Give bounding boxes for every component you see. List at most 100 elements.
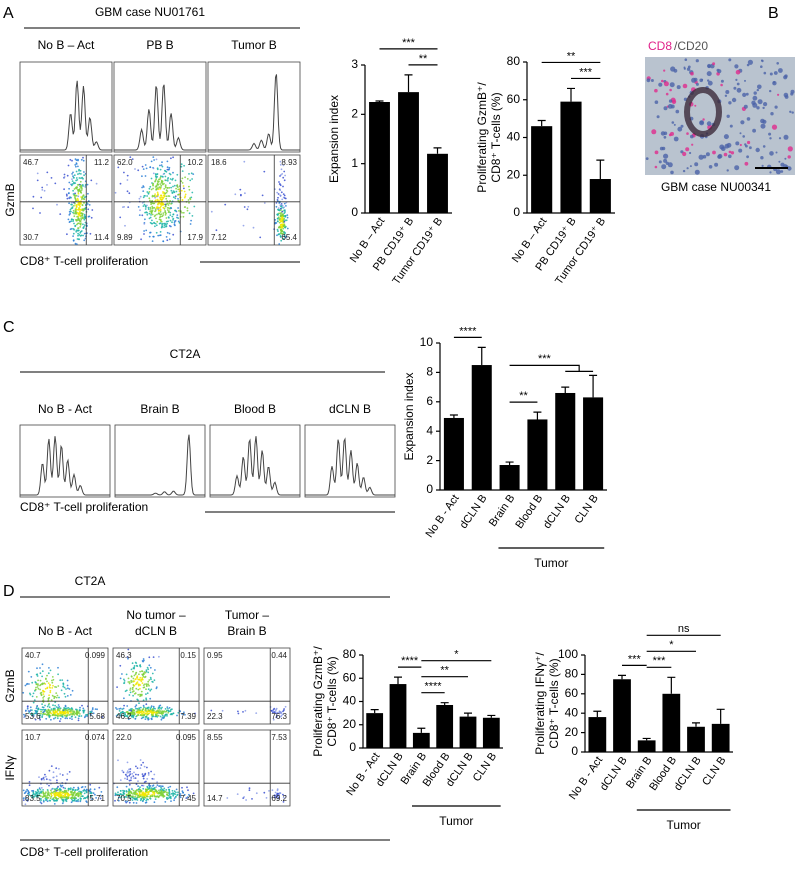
error-bar xyxy=(533,411,542,420)
cell-dot xyxy=(147,710,150,713)
cell-dot xyxy=(84,185,87,188)
cell-dot xyxy=(188,173,190,175)
quadrant-percent: 18.6 xyxy=(211,158,227,167)
cell-dot xyxy=(138,673,140,676)
cell-dot xyxy=(55,706,58,708)
cell-dot xyxy=(280,203,283,205)
nucleus xyxy=(670,170,674,175)
cell-dot xyxy=(39,667,41,669)
cell-dot xyxy=(129,689,132,691)
cell-dot xyxy=(30,712,33,715)
cell-dot xyxy=(41,714,44,716)
histogram-trace xyxy=(20,80,112,151)
nucleus xyxy=(777,93,780,96)
cell-dot xyxy=(242,224,245,227)
cell-dot xyxy=(124,777,126,780)
cell-dot xyxy=(85,789,88,791)
nucleus xyxy=(752,102,758,108)
cell-dot xyxy=(155,174,157,176)
bar xyxy=(412,732,430,748)
cell-dot xyxy=(86,183,89,186)
cell-dot xyxy=(147,193,150,195)
quadrant-percent: 0.074 xyxy=(85,733,106,742)
cell-dot xyxy=(151,795,154,797)
cell-dot xyxy=(61,774,64,776)
cell-dot xyxy=(282,793,284,796)
cell-dot xyxy=(80,177,82,180)
cell-dot xyxy=(77,717,80,720)
cell-dot xyxy=(147,668,150,671)
cell-dot xyxy=(51,687,54,689)
cell-dot xyxy=(168,202,171,205)
cell-dot xyxy=(57,785,59,788)
nucleus xyxy=(776,62,779,65)
cell-dot xyxy=(155,158,158,161)
nucleus xyxy=(690,134,694,139)
cell-dot xyxy=(188,188,191,191)
cell-dot xyxy=(62,682,65,685)
cell-dot xyxy=(142,798,145,801)
y-tick-label: 20 xyxy=(565,725,579,739)
cell-dot xyxy=(55,686,58,688)
cell-dot xyxy=(77,158,79,161)
bar xyxy=(427,153,448,213)
cell-dot xyxy=(145,697,148,700)
cell-dot xyxy=(153,679,156,682)
cell-dot xyxy=(81,184,84,186)
cell-dot xyxy=(46,783,48,785)
error-bar xyxy=(567,87,575,102)
cell-dot xyxy=(77,234,79,237)
cell-dot xyxy=(143,233,145,235)
significance-label: *** xyxy=(653,655,667,667)
nucleus xyxy=(744,161,749,166)
quadrant-percent: 11.4 xyxy=(94,233,110,242)
cell-dot xyxy=(278,794,280,797)
cell-dot xyxy=(131,711,134,713)
cell-dot xyxy=(172,185,174,188)
cell-dot xyxy=(164,192,167,195)
y-axis-label: Proliferating GzmB⁺/ xyxy=(311,646,325,757)
cell-dot xyxy=(68,771,71,773)
nucleus xyxy=(774,105,778,109)
nucleus xyxy=(673,136,679,142)
cell-dot xyxy=(183,711,185,714)
cell-dot xyxy=(68,688,71,690)
cell-dot xyxy=(160,175,162,178)
model-title: CT2A xyxy=(170,347,201,361)
cell-dot xyxy=(167,211,170,214)
cell-dot xyxy=(128,791,131,794)
cell-dot xyxy=(68,187,70,190)
cell-dot xyxy=(181,790,184,793)
cell-dot xyxy=(59,714,62,717)
cell-dot xyxy=(46,705,49,708)
cell-dot xyxy=(139,706,142,709)
nucleus xyxy=(707,65,711,68)
cell-dot xyxy=(57,666,59,669)
cell-dot xyxy=(140,764,143,766)
significance-label: *** xyxy=(538,353,552,365)
cell-dot xyxy=(71,718,73,720)
cell-dot xyxy=(126,705,129,707)
bar xyxy=(531,126,553,213)
nucleus xyxy=(654,100,659,104)
cell-dot xyxy=(244,709,247,712)
cell-dot xyxy=(151,672,154,675)
cell-dot xyxy=(169,785,172,788)
cell-dot xyxy=(276,234,278,237)
cell-dot xyxy=(156,191,159,194)
cell-dot xyxy=(132,670,134,673)
cell-dot xyxy=(145,791,147,794)
dot-plot-frame xyxy=(19,154,113,246)
cell-dot xyxy=(67,192,70,195)
cell-dot xyxy=(128,783,131,786)
cell-dot xyxy=(149,206,152,209)
cell-dot xyxy=(283,234,286,237)
cell-dot xyxy=(76,222,79,225)
cell-dot xyxy=(142,658,145,660)
cell-dot xyxy=(55,692,58,694)
cell-dot xyxy=(137,785,140,787)
cell-dot xyxy=(210,709,213,712)
cell-dot xyxy=(49,669,52,672)
cell-dot xyxy=(172,219,174,221)
cell-dot xyxy=(153,194,156,197)
